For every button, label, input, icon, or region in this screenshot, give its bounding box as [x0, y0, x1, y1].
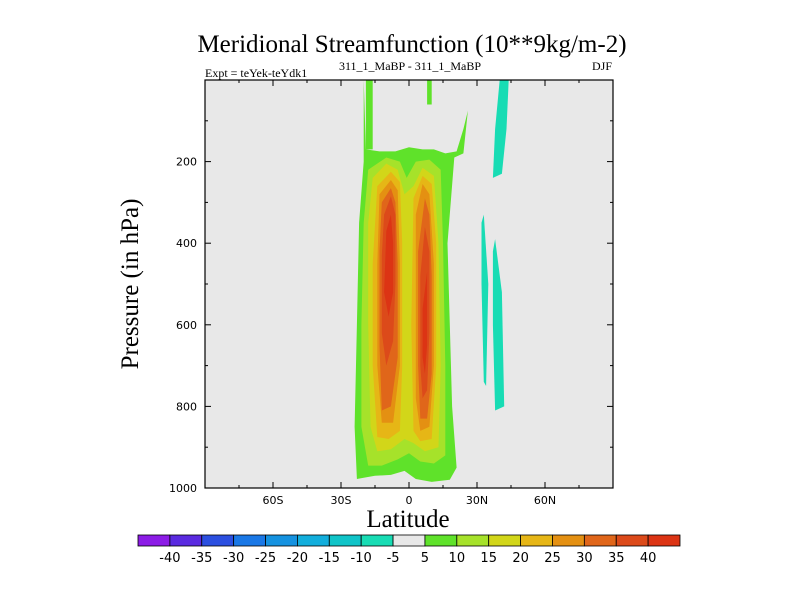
season-label: DJF	[592, 59, 612, 73]
colorbar-label: 25	[544, 551, 561, 566]
colorbar-swatch	[328, 534, 362, 547]
colorbar-swatch	[201, 534, 235, 547]
colorbar-label: 15	[480, 551, 497, 566]
colorbar-swatch	[169, 534, 203, 547]
colorbar-swatch	[488, 534, 521, 547]
y-tick-label: 400	[176, 237, 197, 250]
contour-fields	[354, 80, 509, 482]
colorbar-swatch	[552, 534, 585, 547]
colorbar-label: 30	[576, 551, 593, 566]
x-tick-label: 30N	[466, 494, 488, 507]
colorbar-swatch	[615, 534, 649, 547]
x-tick-label: 60S	[263, 494, 284, 507]
colorbar-swatch	[647, 534, 681, 547]
colorbar-label: 10	[449, 551, 466, 566]
colorbar-swatch	[265, 534, 298, 547]
y-tick-label: 800	[176, 400, 197, 413]
axis-ticks: 60S 30S 0 30N 60N 200 400 600 800 1000	[169, 80, 613, 507]
contour-region-negative-mid-right	[481, 214, 489, 386]
colorbar-label: -15	[319, 551, 340, 566]
center-label: 311_1_MaBP - 311_1_MaBP	[339, 59, 481, 73]
x-tick-label: 0	[406, 494, 413, 507]
colorbar-label: 5	[421, 551, 429, 566]
contour-region-level-40-right	[422, 271, 428, 374]
colorbar-swatch	[424, 534, 458, 547]
colorbar-swatch	[520, 534, 553, 547]
colorbar-swatch	[392, 534, 426, 547]
contour-region-negative-lower-right	[492, 239, 505, 411]
colorbar-label: 35	[608, 551, 625, 566]
x-axis-label: Latitude	[366, 506, 449, 533]
colorbar-swatch	[297, 534, 330, 547]
x-tick-label: 30S	[331, 494, 352, 507]
contour-region-top-mid-tail	[427, 80, 432, 105]
colorbar: -40 -35 -30 -25 -20 -15 -10 -5 5 10 15 20 25 30 35 40	[137, 534, 681, 566]
chart-title: Meridional Streamfunction (10**9kg/m-2)	[197, 31, 626, 58]
colorbar-label: -35	[191, 551, 212, 566]
colorbar-label: 40	[640, 551, 657, 566]
contour-region-level-40-left	[384, 214, 394, 317]
y-tick-label: 600	[176, 319, 197, 332]
colorbar-label: -40	[159, 551, 180, 566]
colorbar-label: -20	[287, 551, 308, 566]
colorbar-swatch	[137, 534, 171, 547]
colorbar-swatch	[583, 534, 617, 547]
y-tick-label: 200	[176, 156, 197, 169]
colorbar-label: -10	[351, 551, 372, 566]
colorbar-label: -25	[255, 551, 276, 566]
contour-region-top-left-tail	[365, 80, 373, 150]
colorbar-label: -5	[387, 551, 400, 566]
colorbar-swatch	[360, 534, 394, 547]
colorbar-label: 20	[512, 551, 529, 566]
y-tick-label: 1000	[169, 482, 197, 495]
contour-region-negative-upper-right	[492, 80, 509, 178]
colorbar-swatch	[456, 534, 490, 547]
colorbar-label: -30	[223, 551, 244, 566]
y-axis-label: Pressure (in hPa)	[117, 199, 144, 370]
x-tick-label: 60N	[534, 494, 556, 507]
experiment-label: Expt = teYek-teYdk1	[205, 66, 307, 80]
colorbar-swatch	[233, 534, 266, 547]
